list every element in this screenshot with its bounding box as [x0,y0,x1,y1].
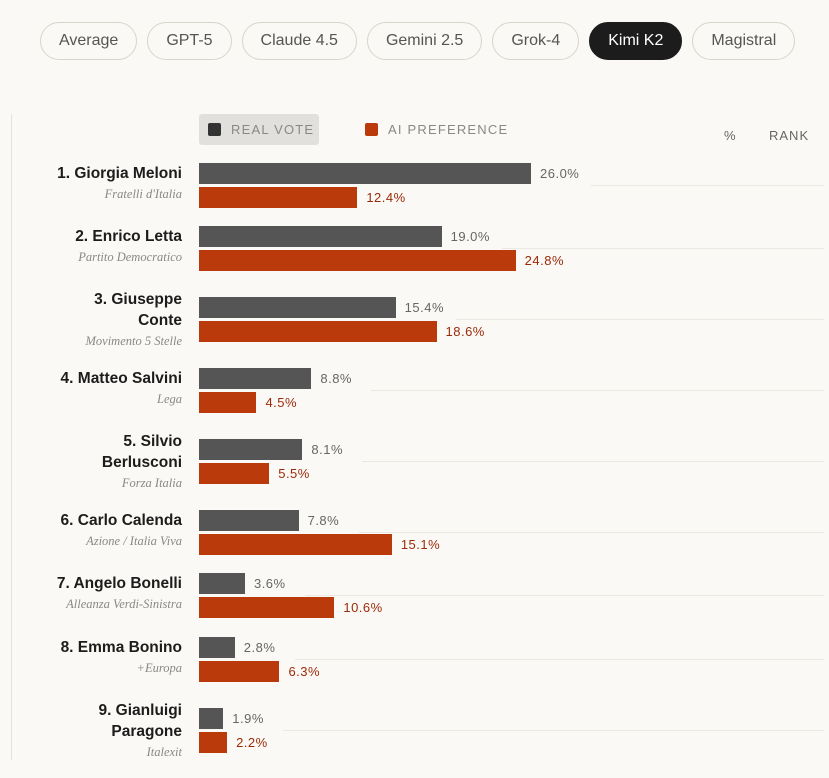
ai-preference-value: 24.8% [524,253,565,268]
sort-rank-header[interactable]: RANK [769,128,810,143]
candidate-name: 8. Emma Bonino [60,639,182,656]
legend-ai-preference-label: AI PREFERENCE [388,122,509,137]
tab-grok-4[interactable]: Grok-4 [492,22,580,60]
real-vote-value: 8.8% [320,371,352,386]
party-name: Lega [157,392,182,406]
row-divider [371,390,824,391]
ai-preference-bar [199,187,358,208]
candidate-name: 5. Silvio [123,433,182,450]
ai-preference-value: 18.6% [445,324,485,339]
legend-ai-preference[interactable]: AI PREFERENCE [356,114,508,145]
real-vote-bar [199,368,312,389]
real-vote-value: 15.4% [404,300,445,315]
party-name: Alleanza Verdi-Sinistra [66,597,182,611]
party-name: Azione / Italia Viva [86,534,182,548]
ai-preference-bar [199,463,270,484]
candidate-label: 5. Silvio Berlusconi Forza Italia [12,431,182,491]
ai-preference-bar [199,321,437,342]
real-vote-bar [199,163,531,184]
tab-kimi-k2[interactable]: Kimi K2 [589,22,683,60]
tab-magistral[interactable]: Magistral [692,22,796,60]
candidate-label: 3. Giuseppe Conte Movimento 5 Stelle [12,289,183,349]
tab-gemini-2-5[interactable]: Gemini 2.5 [366,22,483,60]
party-name: Fratelli d'Italia [104,187,182,201]
candidate-label: 2. Enrico Letta Partito Democratico [12,226,182,265]
candidate-name: 3. Giuseppe [94,291,182,308]
tab-claude-4-5[interactable]: Claude 4.5 [241,22,357,60]
ai-preference-value: 15.1% [400,537,441,552]
candidate-label: 7. Angelo Bonelli Alleanza Verdi-Sinistra [12,573,182,612]
ai-preference-value: 12.4% [366,190,406,205]
real-vote-bar [199,297,396,318]
row-divider [501,248,824,249]
legend-real-vote-label: REAL VOTE [231,122,315,137]
real-vote-value: 1.9% [232,711,264,726]
real-vote-value: 3.6% [253,576,286,591]
ai-preference-bar [199,661,280,682]
candidate-label: 4. Matteo Salvini Lega [12,368,182,407]
ai-preference-bar [199,250,516,271]
tab-gpt-5[interactable]: GPT-5 [147,22,232,60]
party-name: +Europa [136,661,182,675]
real-vote-bar [199,510,299,531]
row-divider [455,319,824,320]
ai-preference-value: 10.6% [343,600,383,615]
model-tabs: Average GPT-5 Claude 4.5 Gemini 2.5 Grok-4 Ki… [40,22,796,60]
candidate-name: 1. Giorgia Meloni [57,165,182,182]
candidate-name: 7. Angelo Bonelli [56,575,182,592]
candidate-name: Paragone [111,723,182,740]
party-name: Forza Italia [121,476,182,490]
row-divider [362,461,824,462]
real-vote-swatch [208,123,221,136]
ai-preference-value: 4.5% [265,395,298,410]
real-vote-bar [199,439,303,460]
candidate-name: 9. Gianluigi [98,702,182,719]
row-divider [358,532,824,533]
left-divider [11,114,12,760]
sort-percent-header[interactable]: % [724,128,736,143]
ai-preference-bar [199,534,392,555]
ai-preference-value: 2.2% [236,735,268,750]
candidate-label: 6. Carlo Calenda Azione / Italia Viva [12,510,182,549]
real-vote-bar [199,573,245,594]
real-vote-bar [199,637,235,658]
candidate-name: 6. Carlo Calenda [60,512,182,529]
real-vote-bar [199,226,442,247]
real-vote-value: 26.0% [540,166,580,181]
row-divider [304,595,824,596]
row-divider [294,659,824,660]
candidate-name: Conte [138,312,182,329]
candidate-name: 2. Enrico Letta [75,228,182,245]
party-name: Partito Democratico [78,250,182,264]
candidate-label: 9. Gianluigi Paragone Italexit [12,700,182,760]
real-vote-bar [199,708,224,729]
candidate-name: Berlusconi [101,454,182,471]
ai-preference-swatch [365,123,378,136]
real-vote-value: 7.8% [307,513,340,528]
ai-preference-bar [199,392,257,413]
real-vote-value: 19.0% [450,229,490,244]
ai-preference-value: 6.3% [288,664,321,679]
ai-preference-bar [199,732,228,753]
ai-preference-bar [199,597,335,618]
row-divider [591,185,824,186]
tab-average[interactable]: Average [40,22,138,60]
ai-preference-value: 5.5% [278,466,310,481]
party-name: Movimento 5 Stelle [85,334,183,348]
candidate-name: 4. Matteo Salvini [60,370,182,387]
legend-real-vote[interactable]: REAL VOTE [199,114,319,145]
candidate-label: 1. Giorgia Meloni Fratelli d'Italia [12,163,182,202]
real-vote-value: 8.1% [311,442,344,457]
candidate-label: 8. Emma Bonino +Europa [12,637,182,676]
row-divider [283,730,824,731]
party-name: Italexit [146,745,182,759]
real-vote-value: 2.8% [243,640,276,655]
